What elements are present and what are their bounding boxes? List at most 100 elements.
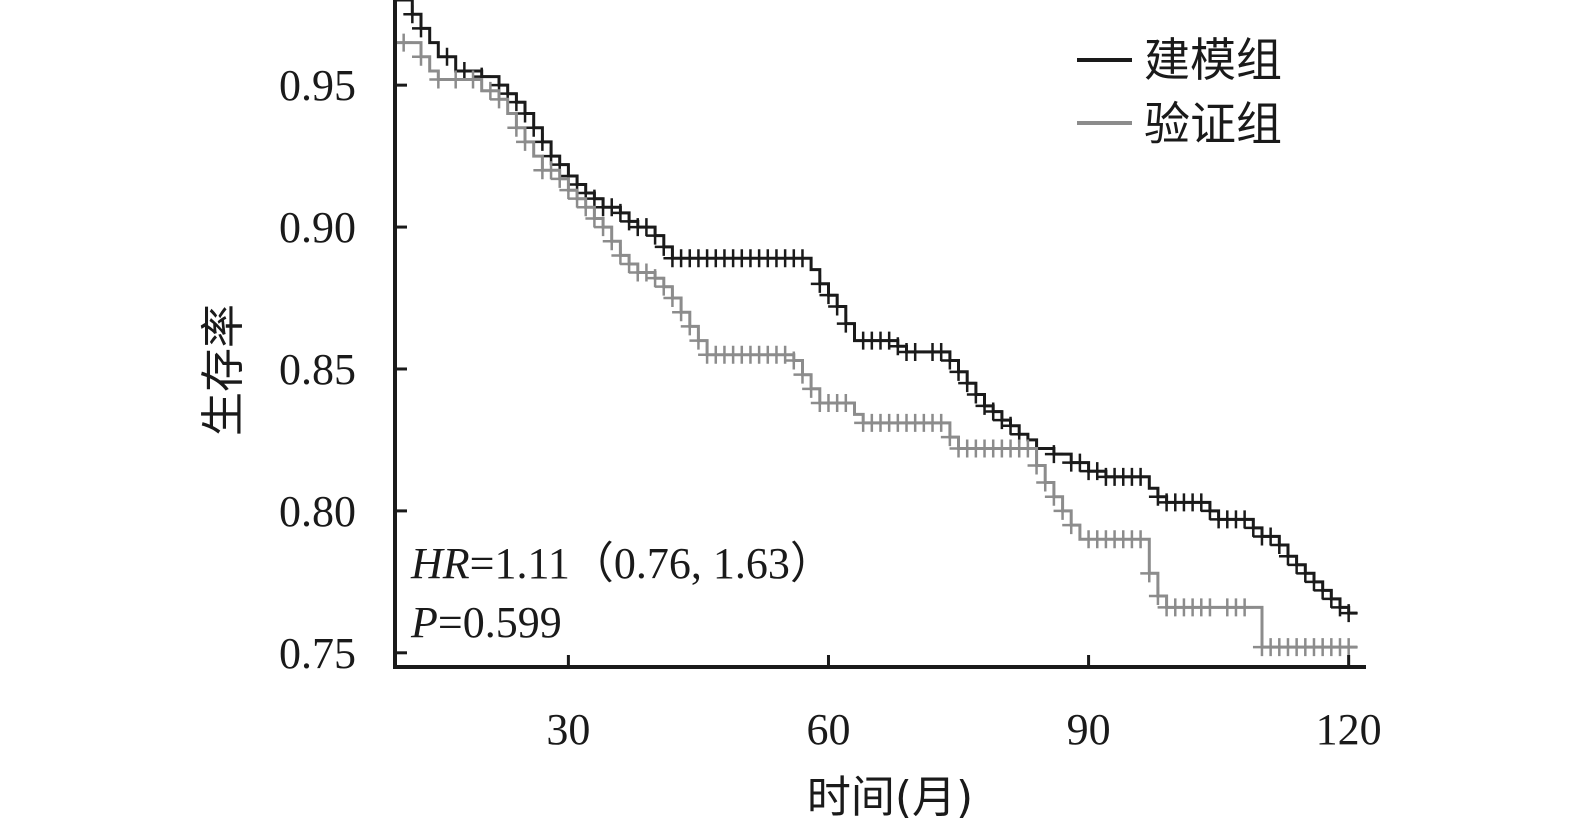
censor-mark-series-2: [654, 277, 673, 296]
censor-mark-series-1: [1339, 604, 1358, 623]
censor-mark-series-2: [620, 254, 639, 273]
censor-mark-series-1: [940, 351, 959, 370]
censor-mark-series-2: [412, 47, 431, 66]
y-tick-label: 0.80: [279, 487, 356, 536]
legend-label-series-1: 建模组: [1144, 33, 1282, 87]
censor-mark-series-2: [446, 70, 465, 89]
ticks-group: 30 60 90 120 0.75 0.80 0.85 0.90 0.95: [279, 61, 1382, 754]
censor-mark-series-2: [784, 351, 803, 370]
censor-mark-series-2: [1036, 473, 1055, 492]
y-tick-label: 0.95: [279, 61, 356, 110]
series-line-1: [395, 0, 1358, 615]
censor-mark-series-2: [1053, 501, 1072, 520]
censor-mark-series-2: [464, 70, 483, 89]
censor-mark-series-2: [1027, 456, 1046, 475]
censor-mark-series-1: [1200, 501, 1219, 520]
censor-mark-series-1: [1261, 527, 1280, 546]
y-tick-label: 0.90: [279, 203, 356, 252]
censor-mark-series-1: [585, 189, 604, 208]
censor-mark-series-1: [1235, 510, 1254, 529]
censor-mark-series-2: [1140, 564, 1159, 583]
censor-mark-series-2: [394, 33, 413, 52]
censor-mark-series-2: [481, 81, 500, 100]
censor-mark-series-1: [1131, 467, 1150, 486]
censor-mark-series-1: [533, 132, 552, 151]
censor-mark-series-2: [836, 394, 855, 413]
axes-group: [393, 0, 1366, 669]
censor-mark-series-1: [1304, 572, 1323, 591]
censor-mark-series-2: [1148, 587, 1167, 606]
censor-mark-series-2: [594, 218, 613, 237]
censor-mark-series-1: [403, 5, 422, 24]
censor-mark-series-1: [438, 47, 457, 66]
censor-mark-series-2: [576, 198, 595, 217]
censor-mark-series-2: [646, 269, 665, 288]
censor-mark-series-1: [1270, 535, 1289, 554]
censor-mark-series-2: [689, 331, 708, 350]
censor-mark-series-1: [1044, 445, 1063, 464]
censor-mark-series-2: [585, 209, 604, 228]
censor-mark-series-2: [1200, 598, 1219, 617]
x-axis-label: 时间(月): [807, 772, 973, 823]
censor-mark-series-2: [802, 379, 821, 398]
censor-mark-series-2: [672, 303, 691, 322]
censor-mark-series-1: [949, 362, 968, 381]
censor-mark-series-2: [490, 90, 509, 109]
censor-mark-series-1: [646, 226, 665, 245]
p-annotation: P=0.599: [410, 598, 562, 647]
censor-mark-series-1: [810, 274, 829, 293]
censor-mark-series-1: [1287, 555, 1306, 574]
censor-mark-series-2: [559, 181, 578, 200]
censor-mark-series-2: [611, 246, 630, 265]
hr-label: HR: [410, 539, 470, 588]
legend: 建模组 验证组: [1077, 33, 1282, 151]
censor-mark-series-2: [1062, 516, 1081, 535]
hr-value: =1.11（0.76, 1.63）: [470, 539, 834, 588]
censor-mark-series-1: [524, 118, 543, 137]
censor-mark-series-1: [1296, 564, 1315, 583]
censor-mark-series-1: [455, 61, 474, 80]
legend-label-series-2: 验证组: [1144, 97, 1282, 151]
censor-mark-series-2: [793, 365, 812, 384]
censor-mark-series-1: [958, 374, 977, 393]
censor-mark-series-2: [680, 317, 699, 336]
censor-mark-series-1: [906, 342, 925, 361]
censor-mark-series-1: [412, 19, 431, 38]
censor-mark-series-1: [932, 342, 951, 361]
censor-mark-series-1: [611, 203, 630, 222]
censor-mark-series-1: [1278, 547, 1297, 566]
censor-mark-series-1: [793, 249, 812, 268]
x-tick-label: 30: [546, 705, 590, 754]
x-tick-label: 120: [1316, 705, 1382, 754]
x-tick-label: 90: [1067, 705, 1111, 754]
censor-mark-series-2: [940, 428, 959, 447]
censor-mark-series-1: [1070, 453, 1089, 472]
censor-mark-series-1: [819, 286, 838, 305]
censor-mark-series-1: [1192, 493, 1211, 512]
censor-mark-series-2: [932, 413, 951, 432]
hr-annotation: HR=1.11（0.76, 1.63）: [410, 539, 834, 588]
censor-mark-series-2: [429, 70, 448, 89]
censor-mark-series-1: [507, 93, 526, 112]
censor-mark-series-1: [984, 402, 1003, 421]
stats-annotation: HR=1.11（0.76, 1.63） P=0.599: [410, 539, 834, 647]
p-value: =0.599: [438, 598, 562, 647]
censor-mark-series-2: [1235, 598, 1254, 617]
censor-mark-series-2: [602, 232, 621, 251]
y-tick-label: 0.85: [279, 345, 356, 394]
x-tick-label: 60: [806, 705, 850, 754]
y-tick-label: 0.75: [279, 629, 356, 678]
p-label: P: [410, 598, 438, 647]
plot-series-group: [394, 0, 1358, 657]
censor-mark-series-2: [568, 189, 587, 208]
censor-mark-series-2: [1131, 530, 1150, 549]
censor-mark-series-1: [1244, 518, 1263, 537]
censor-mark-series-1: [1313, 581, 1332, 600]
censor-mark-series-1: [828, 297, 847, 316]
censor-mark-series-2: [1018, 439, 1037, 458]
censor-mark-series-1: [836, 314, 855, 333]
censor-mark-series-2: [1044, 487, 1063, 506]
censor-mark-series-1: [1001, 416, 1020, 435]
censor-mark-series-1: [654, 237, 673, 256]
